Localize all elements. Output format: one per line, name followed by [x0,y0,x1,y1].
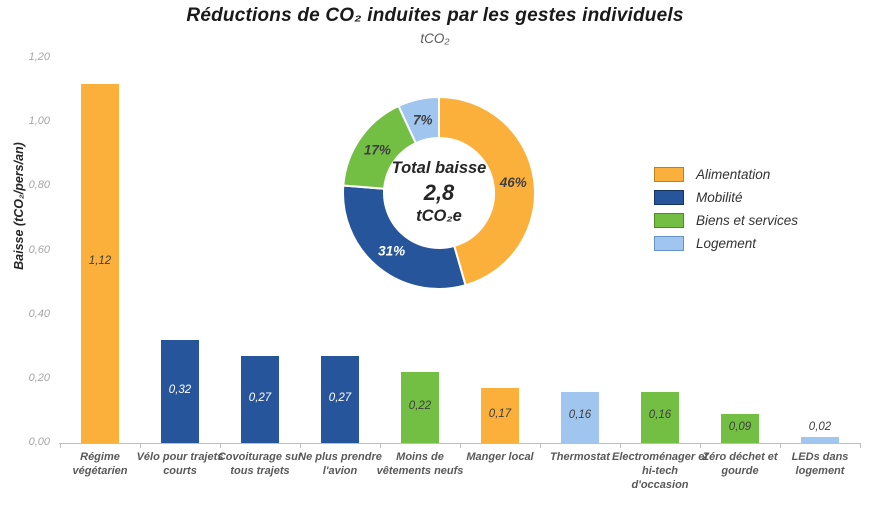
bar-value-label: 0,27 [328,391,352,404]
x-axis-tick [300,443,301,448]
bar [81,83,119,443]
x-axis-tick [140,443,141,448]
bar-value-label: 0,02 [808,420,832,433]
category-label: Ne plus prendre l'avion [298,451,382,477]
category-label: Manger local [466,451,534,463]
x-axis-tick [620,443,621,448]
bar-value-label: 0,16 [648,409,672,422]
category-label: Electroménager et hi-tech d'occasion [612,451,708,491]
category-label: LEDs dans logement [791,451,849,477]
legend-item-alimentation: Alimentation [654,167,798,182]
legend: Alimentation Mobilité Biens et services … [654,167,798,259]
donut-percent-label: 31% [378,244,405,259]
y-tick-label: 1,00 [28,115,50,128]
donut-percent-label: 46% [499,175,527,190]
y-tick-label: 0,20 [28,371,50,384]
category-label: Régime végétarien [72,451,128,477]
category-label: Vélo pour trajets courts [136,451,224,477]
bar [401,372,439,443]
y-tick-label: 0,40 [28,307,50,320]
legend-label: Alimentation [696,167,771,182]
x-axis-tick [700,443,701,448]
donut-slice-alimentation [438,96,536,287]
legend-item-biens-et-services: Biens et services [654,213,798,228]
x-axis-tick [460,443,461,448]
bar-value-label: 0,27 [248,391,272,404]
legend-swatch [654,167,684,182]
y-tick-label: 0,00 [28,436,50,448]
category-label: Moins de vêtements neufs [376,451,464,477]
legend-label: Mobilité [696,190,743,205]
bar-value-label: 1,12 [88,255,112,268]
bar [321,356,359,443]
x-axis-tick [860,443,861,448]
chart-subtitle: tCO₂ [420,31,450,46]
bar [721,414,759,443]
bar-value-label: 0,32 [168,383,192,396]
legend-swatch [654,236,684,251]
legend-item-logement: Logement [654,236,798,251]
bar-value-label: 0,17 [488,407,512,420]
donut-svg: 46% 31% 17% 7% [342,96,536,290]
x-axis-tick [60,443,61,448]
chart-title: Réductions de CO₂ induites par les geste… [186,5,684,26]
bar [481,388,519,443]
bar-value-label: 0,09 [728,420,752,433]
category-label: Thermostat [550,451,610,463]
bar [801,436,839,443]
bar [641,391,679,443]
bar [241,356,279,443]
legend-swatch [654,190,684,205]
x-axis-tick [540,443,541,448]
x-axis-tick [380,443,381,448]
y-tick-label: 0,60 [28,243,50,256]
donut-chart: 46% 31% 17% 7% [339,93,539,293]
legend-item-mobilite: Mobilité [654,190,798,205]
legend-label: Biens et services [696,213,799,228]
donut-slice-mobilit- [342,184,467,290]
legend-label: Logement [696,236,757,251]
bar [161,340,199,443]
y-tick-label: 0,80 [28,179,50,192]
bar-value-label: 0,22 [408,399,432,412]
legend-swatch [654,213,684,228]
donut-percent-label: 7% [413,112,433,127]
category-label: Zéro déchet et gourde [702,451,778,477]
y-tick-label: 1,20 [28,51,50,63]
bar-value-label: 0,16 [568,409,592,422]
bar [561,391,599,443]
category-label: Covoiturage sur tous trajets [217,451,303,477]
x-axis-tick [220,443,221,448]
donut-slice-logement [397,96,440,145]
x-axis-tick [780,443,781,448]
donut-percent-label: 17% [364,143,391,158]
